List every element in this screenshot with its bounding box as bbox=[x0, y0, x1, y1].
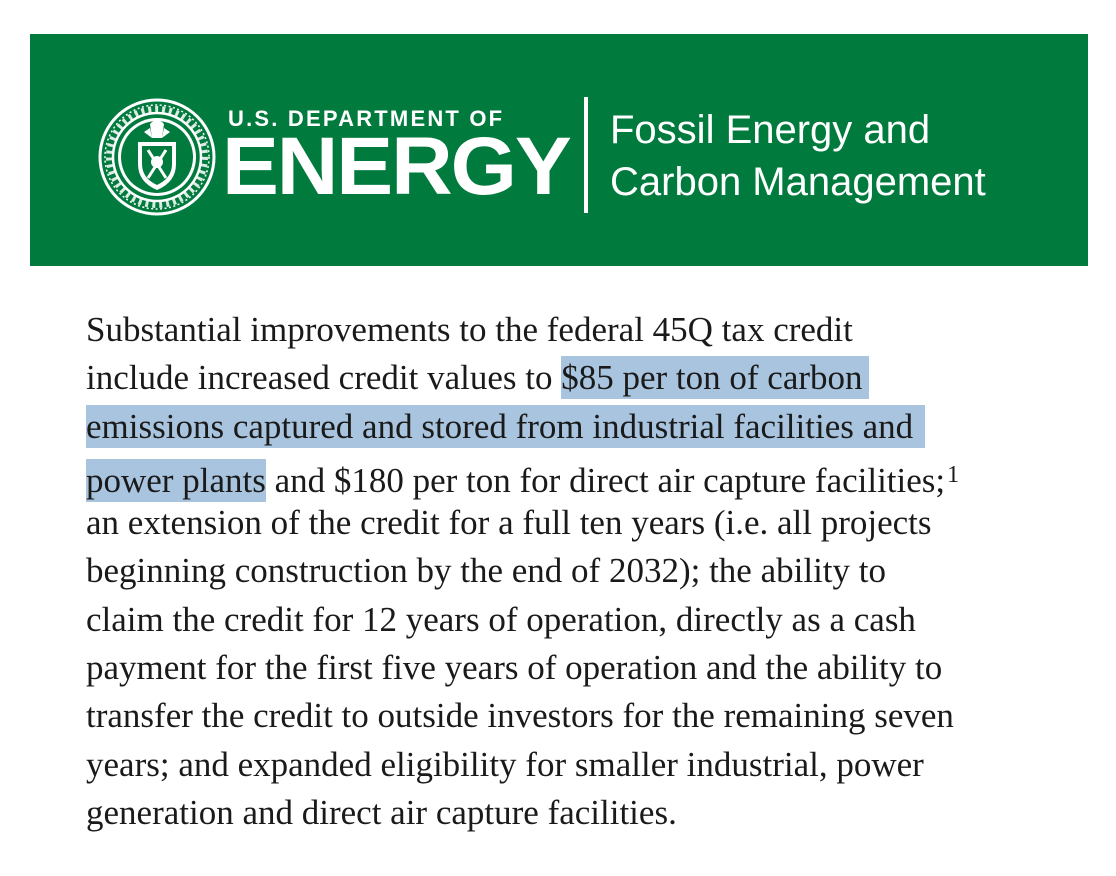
body-paragraph: Substantial improvements to the federal … bbox=[86, 306, 1096, 837]
line-text: generation and direct air capture facili… bbox=[86, 792, 677, 832]
paragraph-line: years; and expanded eligibility for smal… bbox=[86, 741, 1096, 789]
office-name: Fossil Energy and Carbon Management bbox=[610, 104, 986, 208]
highlighted-text[interactable]: emissions captured and stored from indus… bbox=[86, 404, 926, 448]
highlighted-text[interactable]: power plants bbox=[86, 458, 266, 502]
office-name-line-2: Carbon Management bbox=[610, 160, 986, 204]
paragraph-line: an extension of the credit for a full te… bbox=[86, 499, 1096, 547]
line-text: and $180 per ton for direct air capture … bbox=[265, 460, 946, 500]
highlighted-text[interactable]: $85 per ton of carbon bbox=[561, 356, 869, 400]
paragraph-line: power plants and $180 per ton for direct… bbox=[86, 451, 1096, 502]
department-wordmark: ENERGY bbox=[222, 121, 572, 212]
footnote-marker[interactable]: 1 bbox=[947, 461, 960, 488]
line-text: payment for the first five years of oper… bbox=[86, 648, 943, 688]
line-text: transfer the credit to outside investors… bbox=[86, 696, 954, 736]
header-divider bbox=[584, 97, 588, 213]
office-name-line-1: Fossil Energy and bbox=[610, 108, 931, 152]
doe-seal-icon bbox=[98, 98, 216, 216]
paragraph-line: emissions captured and stored from indus… bbox=[86, 403, 1096, 451]
line-text: beginning construction by the end of 203… bbox=[86, 551, 886, 591]
paragraph-line: include increased credit values to $85 p… bbox=[86, 354, 1096, 402]
line-text: Substantial improvements to the federal … bbox=[86, 310, 853, 349]
line-text: claim the credit for 12 years of operati… bbox=[86, 599, 916, 639]
paragraph-line: payment for the first five years of oper… bbox=[86, 644, 1096, 692]
paragraph-line: generation and direct air capture facili… bbox=[86, 789, 1096, 837]
paragraph-line: Substantial improvements to the federal … bbox=[86, 306, 1096, 354]
paragraph-line: transfer the credit to outside investors… bbox=[86, 692, 1096, 740]
line-text: include increased credit values to bbox=[86, 358, 562, 398]
line-text: an extension of the credit for a full te… bbox=[86, 503, 932, 543]
paragraph-line: beginning construction by the end of 203… bbox=[86, 547, 1096, 595]
department-line: U.S. DEPARTMENT OF bbox=[228, 106, 505, 131]
line-text: years; and expanded eligibility for smal… bbox=[86, 744, 924, 784]
paragraph-line: claim the credit for 12 years of operati… bbox=[86, 596, 1096, 644]
